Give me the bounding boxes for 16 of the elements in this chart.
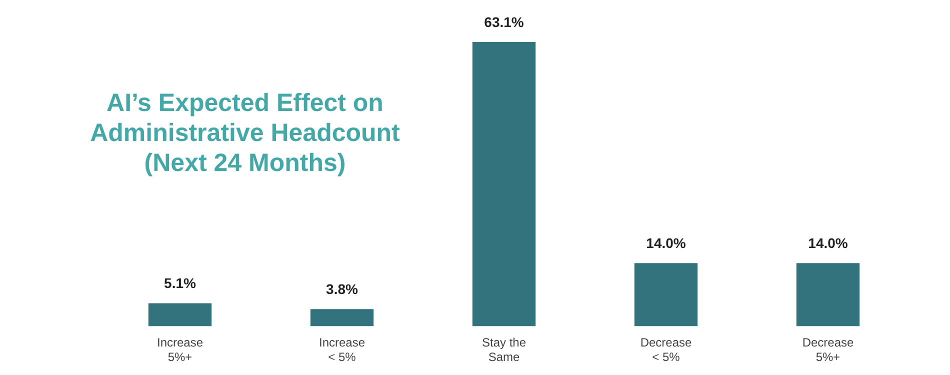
x-tick-label: Stay the Same: [482, 336, 526, 364]
x-tick-label: Increase 5%+: [156, 336, 204, 364]
data-label: 14.0%: [646, 235, 686, 252]
bar: [310, 309, 374, 326]
x-tick-label: Increase < 5%: [318, 336, 366, 364]
x-tick-label: Decrease 5%+: [802, 336, 854, 364]
data-label: 14.0%: [808, 235, 848, 252]
bar: [472, 42, 536, 326]
bar: [634, 263, 698, 326]
data-label: 63.1%: [484, 14, 524, 30]
x-tick-label: Decrease < 5%: [640, 336, 692, 364]
text: AI’s Expected Effect on Administrative Headcount (Next 24 Months): [89, 88, 401, 178]
data-label: 3.8%: [326, 280, 358, 297]
data-label: 5.1%: [164, 275, 196, 292]
bar: [148, 303, 212, 326]
bar: [796, 263, 860, 326]
